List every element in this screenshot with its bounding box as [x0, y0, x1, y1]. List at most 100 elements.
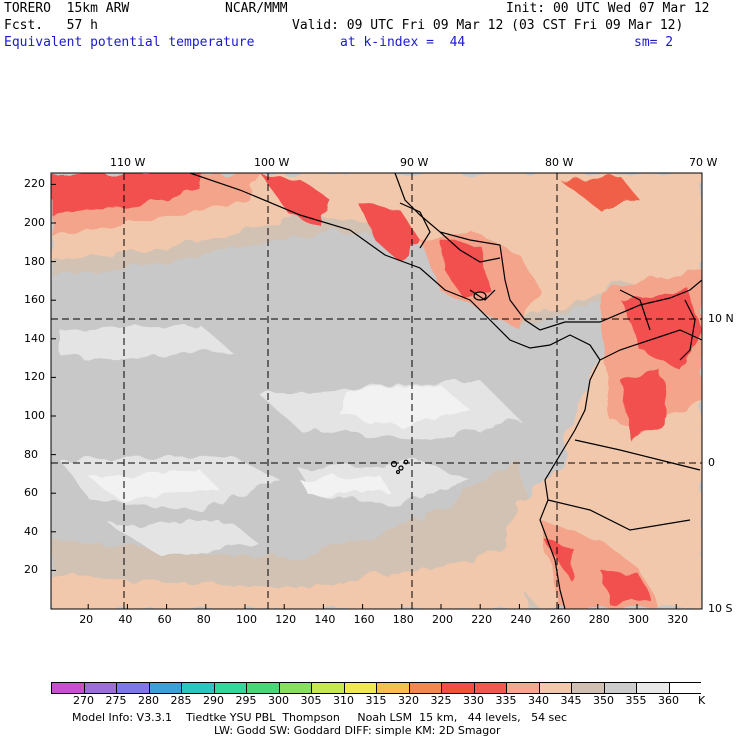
level-index: at k-index = 44 [340, 35, 466, 50]
field-red-caribbean [560, 176, 640, 210]
galapagos-2 [398, 465, 404, 471]
colorbar-label: 345 [560, 694, 582, 707]
graticule [51, 173, 702, 609]
valid-time: Valid: 09 UTC Fri 09 Mar 12 (03 CST Fri … [292, 18, 684, 33]
colorbar-swatch [637, 683, 670, 693]
field-peach-pacific [51, 540, 530, 609]
field-red-mexico [260, 173, 330, 225]
y-tick-label: 220 [24, 177, 45, 191]
coast-central-america-pacific [189, 173, 601, 361]
y-tick-label: 160 [24, 293, 45, 307]
field-red-peru1 [545, 540, 575, 580]
colorbar-label: 325 [430, 694, 452, 707]
lon-label: 70 W [689, 156, 718, 169]
colorbar-swatch [344, 683, 377, 693]
x-tick-label: 80 [196, 613, 211, 626]
x-tick-label: 260 [549, 613, 571, 626]
colorbar-label: 300 [268, 694, 289, 707]
y-tick-label: 120 [24, 370, 45, 384]
colorbar-label: 295 [235, 694, 257, 707]
colorbar-swatch [149, 683, 182, 693]
lon-label: 90 W [400, 156, 429, 169]
border-7 [619, 289, 651, 331]
lat-label: 10 S [708, 602, 733, 615]
y-tick-label: 140 [24, 331, 45, 345]
x-tick-label: 120 [275, 613, 297, 626]
colorbar-swatch [474, 683, 507, 693]
colorbar-swatch [117, 683, 150, 693]
x-tick-label: 240 [510, 613, 532, 626]
colorbar-swatch [442, 683, 475, 693]
colorbar-swatch [214, 683, 247, 693]
colorbar-swatch [409, 683, 442, 693]
colorbar-label: 285 [170, 694, 192, 707]
colorbar-swatch [312, 683, 345, 693]
colorbar-swatch [669, 683, 702, 693]
x-tick-label: 320 [667, 613, 689, 626]
lon-label: 80 W [545, 156, 574, 169]
field-white-3 [300, 475, 390, 496]
field-red-guatemala [360, 205, 420, 262]
border-2 [439, 231, 501, 263]
init-time: Init: 00 UTC Wed 07 Mar 12 [506, 1, 710, 16]
colorbar-swatch [84, 683, 117, 693]
galapagos-1 [390, 460, 398, 468]
colorbar [51, 682, 702, 694]
colorbar-unit: K [698, 694, 706, 707]
y-tick-label: 200 [24, 216, 45, 229]
field-peach-north [51, 173, 702, 320]
x-tick-label: 300 [628, 613, 649, 626]
smoothing: sm= 2 [634, 35, 674, 50]
field-light-1 [60, 325, 230, 360]
x-tick-label: 220 [471, 613, 493, 626]
lake-maracaibo [679, 299, 696, 361]
coast-caribbean [394, 173, 702, 331]
colorbar-swatch [539, 683, 572, 693]
x-tick-label: 20 [79, 613, 94, 626]
colorbar-label: 335 [495, 694, 517, 707]
border-4 [599, 329, 702, 361]
plot-frame [50, 172, 703, 610]
x-tick-label: 200 [432, 613, 453, 626]
colorbar-label: 305 [300, 694, 322, 707]
colorbar-label: 310 [333, 694, 354, 707]
colorbar-label: 355 [625, 694, 647, 707]
organization: NCAR/MMM [225, 1, 288, 16]
colorbar-label: 280 [138, 694, 159, 707]
colorbar-swatch [52, 683, 85, 693]
theta-e-field [51, 173, 702, 609]
y-tick-label: 180 [24, 254, 45, 268]
field-red-honduras [440, 240, 490, 300]
colorbar-label: 315 [365, 694, 387, 707]
border-6 [547, 499, 691, 531]
colorbar-swatch [604, 683, 637, 693]
colorbar-label: 360 [658, 694, 679, 707]
field-red-colombia [620, 370, 670, 440]
colorbar-label: 350 [593, 694, 614, 707]
galapagos-3 [403, 459, 409, 465]
axis-ticks [51, 183, 677, 609]
model-name: TORERO 15km ARW [4, 1, 130, 16]
colorbar-swatch [572, 683, 605, 693]
colorbar-label: 270 [73, 694, 94, 707]
lat-label: 10 N [708, 312, 734, 325]
x-tick-label: 40 [118, 613, 133, 626]
field-red-venezuela [620, 290, 702, 370]
colorbar-swatch [182, 683, 215, 693]
colorbar-label: 340 [528, 694, 549, 707]
colorbar-label: 275 [105, 694, 127, 707]
physics-info: LW: Godd SW: Goddard DIFF: simple KM: 2D… [214, 724, 501, 737]
colorbar-swatch [279, 683, 312, 693]
y-tick-label: 80 [24, 447, 38, 461]
y-tick-label: 20 [24, 563, 38, 577]
field-light-5 [110, 520, 260, 555]
border-5 [574, 439, 701, 471]
field-white-1 [340, 385, 470, 425]
x-tick-label: 160 [353, 613, 375, 626]
lake-nicaragua [473, 291, 487, 301]
field-name: Equivalent potential temperature [4, 35, 255, 50]
lat-label: 0 [708, 456, 715, 469]
x-tick-label: 140 [314, 613, 336, 626]
y-tick-label: 60 [24, 486, 38, 500]
